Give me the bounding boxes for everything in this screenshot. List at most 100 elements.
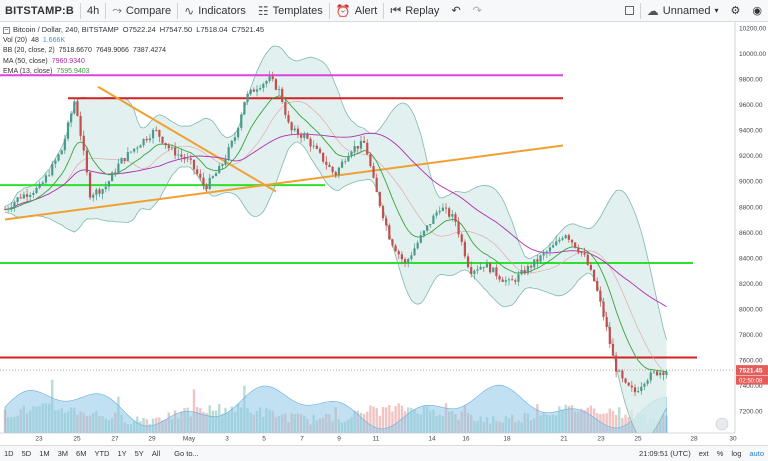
candle-body xyxy=(19,197,22,199)
redo-button[interactable]: ↷ xyxy=(467,0,488,22)
toolbar-right: ☁ Unnamed ▾ ⚙ ◉ xyxy=(619,0,768,22)
candle-body xyxy=(611,343,615,356)
legend-bb-row[interactable]: BB (20, close, 2) 7518.6670 7649.9066 73… xyxy=(3,46,264,57)
compare-button[interactable]: ⤳ Compare xyxy=(106,0,177,22)
range-6m[interactable]: 6M xyxy=(76,449,87,458)
candle-body xyxy=(325,161,328,165)
legend-ma-row[interactable]: MA (50, close) 7960.9340 xyxy=(3,57,264,68)
toolbar-divider xyxy=(383,2,385,19)
candle-body xyxy=(281,88,284,102)
goto-button[interactable]: Go to... xyxy=(174,449,199,458)
candle-body xyxy=(340,161,344,168)
candle-body xyxy=(290,122,293,131)
candle-body xyxy=(479,266,482,270)
candle-body xyxy=(659,372,662,376)
candle-body xyxy=(208,177,211,190)
replay-button[interactable]: ⏮ Replay xyxy=(384,0,445,22)
top-toolbar: BITSTAMP:B 4h ⤳ Compare ∿ Indicators ☷ T… xyxy=(0,0,768,22)
range-1d[interactable]: 1D xyxy=(4,449,14,458)
time-tick-label: 23 xyxy=(597,436,605,443)
candle-body xyxy=(507,279,511,281)
candle-body xyxy=(624,378,627,383)
symbol-search[interactable]: BITSTAMP:B xyxy=(5,4,75,17)
volume-bar xyxy=(614,414,618,433)
candle-body xyxy=(246,93,249,102)
interval-selector[interactable]: 4h xyxy=(87,4,100,17)
candle-body xyxy=(545,251,548,254)
collapse-icon[interactable]: – xyxy=(3,26,10,34)
candle-body xyxy=(151,129,155,139)
candle-body xyxy=(485,263,489,268)
alert-button[interactable]: ⏰ Alert xyxy=(330,0,384,22)
templates-icon: ☷ xyxy=(257,3,269,18)
candle-body xyxy=(148,138,151,141)
legend-ema-label: EMA (13, close) xyxy=(3,68,53,75)
candle-body xyxy=(375,177,378,193)
candle-body xyxy=(388,225,391,240)
candle-body xyxy=(268,76,271,82)
layout-save-button[interactable]: ☁ Unnamed ▾ xyxy=(641,0,725,22)
auto-scale-toggle[interactable]: auto xyxy=(749,449,764,458)
time-tick-label: 7 xyxy=(300,436,304,443)
candle-body xyxy=(167,145,170,149)
candle-body xyxy=(265,81,268,84)
candle-body xyxy=(511,279,514,281)
undo-button[interactable]: ↶ xyxy=(445,0,466,22)
legend-volume-row[interactable]: Vol (20) 48 1.666K xyxy=(3,36,264,47)
candle-body xyxy=(271,76,274,80)
candle-body xyxy=(303,134,306,138)
range-ytd[interactable]: YTD xyxy=(94,449,110,458)
candle-body xyxy=(536,259,539,262)
candle-body xyxy=(126,152,129,161)
utc-clock[interactable]: 21:09:51 (UTC) xyxy=(639,449,691,458)
candle-body xyxy=(359,140,363,149)
candle-body xyxy=(435,212,438,216)
log-scale-toggle[interactable]: log xyxy=(731,449,742,458)
candle-body xyxy=(539,255,542,262)
time-tick-label: 28 xyxy=(690,436,698,443)
range-1m[interactable]: 1M xyxy=(39,449,50,458)
legend-open: O7522.24 xyxy=(122,25,156,34)
candle-body xyxy=(104,186,107,190)
candle-body xyxy=(498,276,501,280)
range-all[interactable]: All xyxy=(151,449,161,458)
candle-body xyxy=(492,267,495,273)
percent-scale-toggle[interactable]: % xyxy=(716,449,724,458)
price-tick-label: 9000.00 xyxy=(739,179,763,186)
candle-body xyxy=(457,221,460,235)
range-1y[interactable]: 1Y xyxy=(117,449,127,458)
candle-body xyxy=(627,382,630,386)
price-tick-label: 8200.00 xyxy=(739,281,763,288)
indicators-button[interactable]: ∿ Indicators xyxy=(178,0,252,22)
legend-ema-row[interactable]: EMA (13, close) 7595.9403 xyxy=(3,67,264,78)
candle-body xyxy=(48,175,51,177)
legend-low: L7518.04 xyxy=(196,25,228,34)
candle-body xyxy=(249,89,252,94)
range-5d[interactable]: 5D xyxy=(21,449,32,458)
time-tick-label: 18 xyxy=(503,436,511,443)
candle-body xyxy=(123,158,126,161)
fullscreen-button[interactable] xyxy=(619,0,640,22)
price-chart[interactable]: 10200.00 10000.00 9800.00 9600.00 9400.00 920… xyxy=(0,22,768,445)
candle-body xyxy=(227,146,230,159)
candle-body xyxy=(533,259,536,268)
candle-body xyxy=(633,387,637,393)
templates-button[interactable]: ☷ Templates xyxy=(252,0,329,22)
legend-bb-label: BB (20, close, 2) xyxy=(3,47,55,54)
range-5y[interactable]: 5Y xyxy=(134,449,144,458)
candle-body xyxy=(92,194,95,198)
candle-body xyxy=(350,151,353,156)
candle-body xyxy=(22,194,25,199)
candle-body xyxy=(277,88,281,90)
snapshot-button[interactable]: ◉ xyxy=(746,0,768,22)
candle-body xyxy=(107,181,111,187)
candle-body xyxy=(183,156,186,160)
candle-body xyxy=(259,87,262,90)
volume-bar xyxy=(394,406,397,433)
settings-button[interactable]: ⚙ xyxy=(725,0,747,22)
chart-legend: – Bitcoin / Dollar, 240, BITSTAMP O7522.… xyxy=(3,25,264,78)
candle-body xyxy=(63,138,66,151)
range-3m[interactable]: 3M xyxy=(57,449,69,458)
candle-body xyxy=(35,187,38,193)
extended-hours-toggle[interactable]: ext xyxy=(698,449,709,458)
